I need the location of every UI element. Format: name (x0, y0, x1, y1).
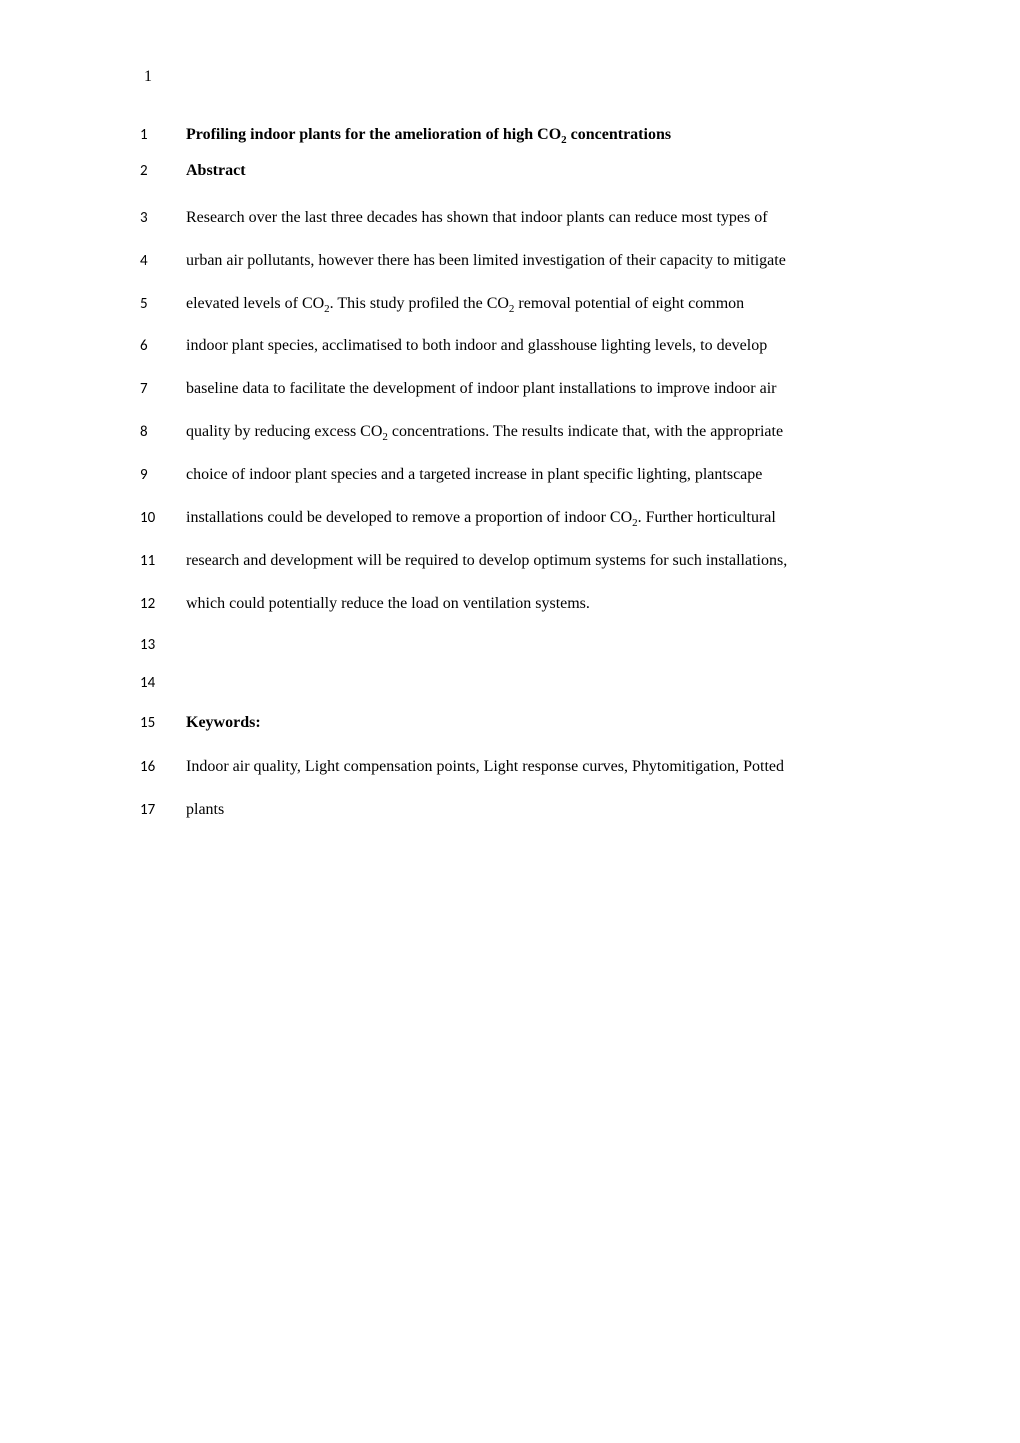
manuscript-line: 1Profiling indoor plants for the amelior… (140, 124, 900, 146)
line-text: baseline data to facilitate the developm… (186, 378, 900, 400)
manuscript-line: 2Abstract (140, 160, 900, 182)
line-number: 1 (140, 126, 186, 144)
line-number: 16 (140, 758, 186, 776)
line-text: installations could be developed to remo… (186, 507, 900, 529)
manuscript-line: 16Indoor air quality, Light compensation… (140, 756, 900, 778)
line-number: 2 (140, 162, 186, 180)
page-number: 1 (144, 68, 900, 86)
line-number: 12 (140, 595, 186, 613)
manuscript-body: 1Profiling indoor plants for the amelior… (140, 124, 900, 821)
manuscript-line: 12which could potentially reduce the loa… (140, 593, 900, 615)
line-number: 15 (140, 714, 186, 732)
manuscript-line: 8quality by reducing excess CO2 concentr… (140, 421, 900, 443)
line-text: Profiling indoor plants for the ameliora… (186, 124, 900, 146)
line-text: Research over the last three decades has… (186, 207, 900, 229)
manuscript-line: 15Keywords: (140, 712, 900, 734)
manuscript-line: 5elevated levels of CO2. This study prof… (140, 293, 900, 315)
line-text: plants (186, 799, 900, 821)
manuscript-line: 10installations could be developed to re… (140, 507, 900, 529)
manuscript-line: 13 (140, 636, 900, 654)
manuscript-line: 14 (140, 674, 900, 692)
line-number: 5 (140, 295, 186, 313)
manuscript-line: 9choice of indoor plant species and a ta… (140, 464, 900, 486)
line-number: 3 (140, 209, 186, 227)
line-text: indoor plant species, acclimatised to bo… (186, 335, 900, 357)
line-text: research and development will be require… (186, 550, 900, 572)
line-text: choice of indoor plant species and a tar… (186, 464, 900, 486)
line-text: Abstract (186, 160, 900, 182)
line-number: 10 (140, 509, 186, 527)
line-text: Indoor air quality, Light compensation p… (186, 756, 900, 778)
line-number: 6 (140, 337, 186, 355)
line-text: Keywords: (186, 712, 900, 734)
line-number: 17 (140, 801, 186, 819)
line-text: quality by reducing excess CO2 concentra… (186, 421, 900, 443)
line-number: 8 (140, 423, 186, 441)
line-text: urban air pollutants, however there has … (186, 250, 900, 272)
line-number: 4 (140, 252, 186, 270)
manuscript-line: 17plants (140, 799, 900, 821)
manuscript-line: 11research and development will be requi… (140, 550, 900, 572)
manuscript-line: 7baseline data to facilitate the develop… (140, 378, 900, 400)
manuscript-line: 4urban air pollutants, however there has… (140, 250, 900, 272)
manuscript-line: 3Research over the last three decades ha… (140, 207, 900, 229)
line-number: 7 (140, 380, 186, 398)
line-number: 13 (140, 636, 186, 654)
line-text: elevated levels of CO2. This study profi… (186, 293, 900, 315)
manuscript-line: 6indoor plant species, acclimatised to b… (140, 335, 900, 357)
line-number: 11 (140, 552, 186, 570)
line-number: 14 (140, 674, 186, 692)
line-number: 9 (140, 466, 186, 484)
line-text: which could potentially reduce the load … (186, 593, 900, 615)
